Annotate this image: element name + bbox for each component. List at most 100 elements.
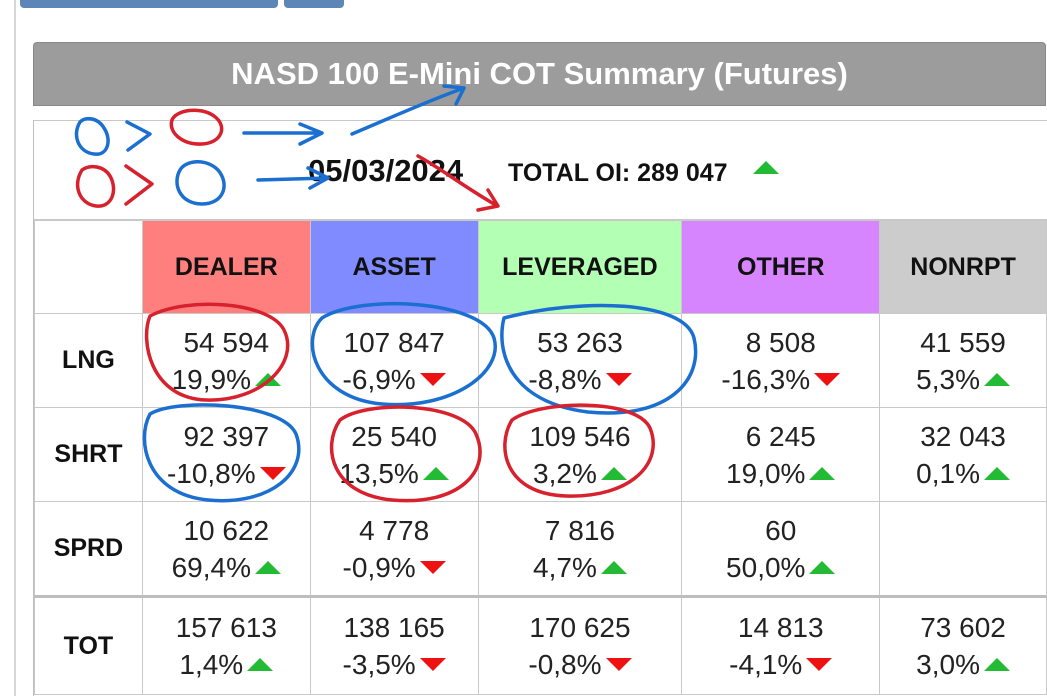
cell-value: 53 263 — [537, 326, 623, 358]
row-header: SHRT — [34, 407, 143, 502]
table-row: TOT 157 613 1,4% 138 165 -3,5% 170 625 -0,8% 14… — [34, 595, 1047, 695]
data-cell: 54 594 19,9% — [141, 313, 311, 408]
table-row: LNG 54 594 19,9% 107 847 -6,9% 53 263 -8,8% 8 5… — [34, 313, 1047, 408]
trend-down-icon — [259, 466, 286, 480]
cell-change: -10,8% — [167, 455, 286, 492]
cell-value: 138 165 — [343, 612, 445, 643]
info-row: 05/03/2024 TOTAL OI: 289 047 — [34, 120, 1047, 220]
cell-change-pct: -3,5% — [342, 649, 416, 680]
cell-change-pct: 5,3% — [916, 363, 980, 395]
cell-change: 19,9% — [172, 361, 281, 398]
cell-change: -4,1% — [729, 646, 833, 683]
trend-up-icon — [600, 466, 627, 480]
cell-change-pct: 13,5% — [339, 457, 419, 489]
trend-down-icon — [605, 658, 632, 671]
trend-up-icon — [983, 658, 1010, 671]
data-cell: 109 546 3,2% — [477, 407, 683, 502]
cell-change: 1,4% — [179, 646, 274, 683]
col-header-asset: ASSET — [309, 220, 479, 314]
cell-change-pct: -0,8% — [528, 649, 602, 680]
trend-down-icon — [605, 372, 632, 386]
cell-change-pct: 3,0% — [916, 649, 980, 680]
cell-value: 92 397 — [183, 420, 270, 452]
cell-change: -3,5% — [343, 646, 446, 683]
cell-change: -0,9% — [343, 549, 446, 586]
cell-change-pct: -8,8% — [528, 363, 602, 395]
cell-change: 4,7% — [533, 549, 627, 586]
table-row: SHRT 92 397 -10,8% 25 540 13,5% 109 546 3,2% 6 … — [34, 407, 1047, 502]
cell-value: 32 043 — [920, 420, 1006, 452]
trend-down-icon — [419, 658, 446, 671]
cot-panel: 05/03/2024 TOTAL OI: 289 047 DEALER ASSE… — [33, 120, 1047, 696]
top-tab-left[interactable] — [20, 0, 278, 8]
data-cell: 107 847 -6,9% — [309, 313, 479, 408]
cell-change-pct: -6,9% — [342, 363, 416, 395]
cell-value: 170 625 — [529, 612, 631, 643]
data-cell: 32 043 0,1% — [879, 407, 1047, 502]
data-cell: 170 625 -0,8% — [477, 595, 683, 695]
data-cell: 53 263 -8,8% — [477, 313, 683, 408]
data-cell: 41 559 5,3% — [879, 313, 1047, 408]
row-header: LNG — [34, 313, 143, 408]
col-header-leveraged: LEVERAGED — [477, 220, 683, 314]
trend-down-icon — [419, 372, 446, 386]
cell-value: 6 245 — [745, 420, 816, 452]
trend-down-icon — [419, 560, 446, 574]
left-divider — [14, 0, 16, 696]
page-title: NASD 100 E-Mini COT Summary (Futures) — [33, 42, 1046, 106]
cell-value: 14 813 — [737, 612, 824, 643]
cell-value: 4 778 — [359, 514, 430, 546]
data-cell: 14 813 -4,1% — [681, 595, 881, 695]
trend-down-icon — [814, 372, 841, 386]
cell-value: 73 602 — [920, 612, 1006, 643]
trend-down-icon — [806, 658, 833, 671]
cell-change-pct: 3,2% — [533, 457, 597, 489]
cell-change: 3,2% — [533, 455, 627, 492]
trend-up-icon — [983, 372, 1010, 386]
trend-up-icon — [600, 560, 627, 574]
cell-change-pct: -4,1% — [729, 649, 803, 680]
cell-change-pct: -0,9% — [342, 551, 416, 583]
col-header-dealer: DEALER — [141, 220, 311, 314]
data-cell — [879, 501, 1047, 597]
cell-change: 0,1% — [916, 455, 1010, 492]
cell-change: 5,3% — [916, 361, 1010, 398]
cell-change: -6,9% — [343, 361, 446, 398]
cell-change-pct: 69,4% — [171, 551, 251, 583]
data-cell: 4 778 -0,9% — [309, 501, 479, 597]
trend-up-icon — [422, 466, 449, 480]
cell-change-pct: 1,4% — [179, 649, 244, 680]
trend-up-icon — [809, 560, 836, 574]
cell-value: 54 594 — [183, 326, 270, 358]
trend-up-icon — [809, 466, 836, 480]
cell-change: 69,4% — [172, 549, 281, 586]
cot-table: DEALER ASSET LEVERAGED OTHER NONRPT LNG 5… — [34, 220, 1047, 695]
trend-up-icon — [983, 466, 1010, 480]
cell-change-pct: -16,3% — [721, 363, 811, 395]
cell-change: 19,0% — [726, 455, 836, 492]
row-header: SPRD — [34, 501, 143, 597]
cell-change-pct: 50,0% — [726, 551, 806, 583]
data-cell: 138 165 -3,5% — [309, 595, 479, 695]
top-tab-right[interactable] — [284, 0, 344, 8]
cell-value: 41 559 — [920, 326, 1006, 358]
cell-change-pct: 0,1% — [916, 457, 980, 489]
cell-change-pct: -10,8% — [166, 457, 256, 489]
cell-value: 107 847 — [343, 326, 445, 358]
cell-change: 3,0% — [916, 646, 1010, 683]
report-date: 05/03/2024 — [308, 153, 464, 188]
trend-up-icon — [255, 560, 281, 574]
cell-change: -16,3% — [721, 361, 841, 398]
data-cell: 6 245 19,0% — [681, 407, 881, 502]
cell-value: 25 540 — [351, 420, 437, 452]
cell-change-pct: 19,0% — [726, 457, 806, 489]
cell-value: 60 — [765, 514, 797, 546]
cell-change: 13,5% — [339, 455, 449, 492]
cell-value: 157 613 — [175, 612, 277, 643]
data-cell: 73 602 3,0% — [879, 595, 1047, 695]
data-cell: 8 508 -16,3% — [681, 313, 881, 408]
data-cell: 60 50,0% — [681, 501, 881, 597]
cell-change-pct: 19,9% — [171, 363, 251, 395]
corner-cell — [34, 220, 143, 314]
table-row: SPRD 10 622 69,4% 4 778 -0,9% 7 816 4,7% 60 50,0… — [34, 501, 1047, 597]
